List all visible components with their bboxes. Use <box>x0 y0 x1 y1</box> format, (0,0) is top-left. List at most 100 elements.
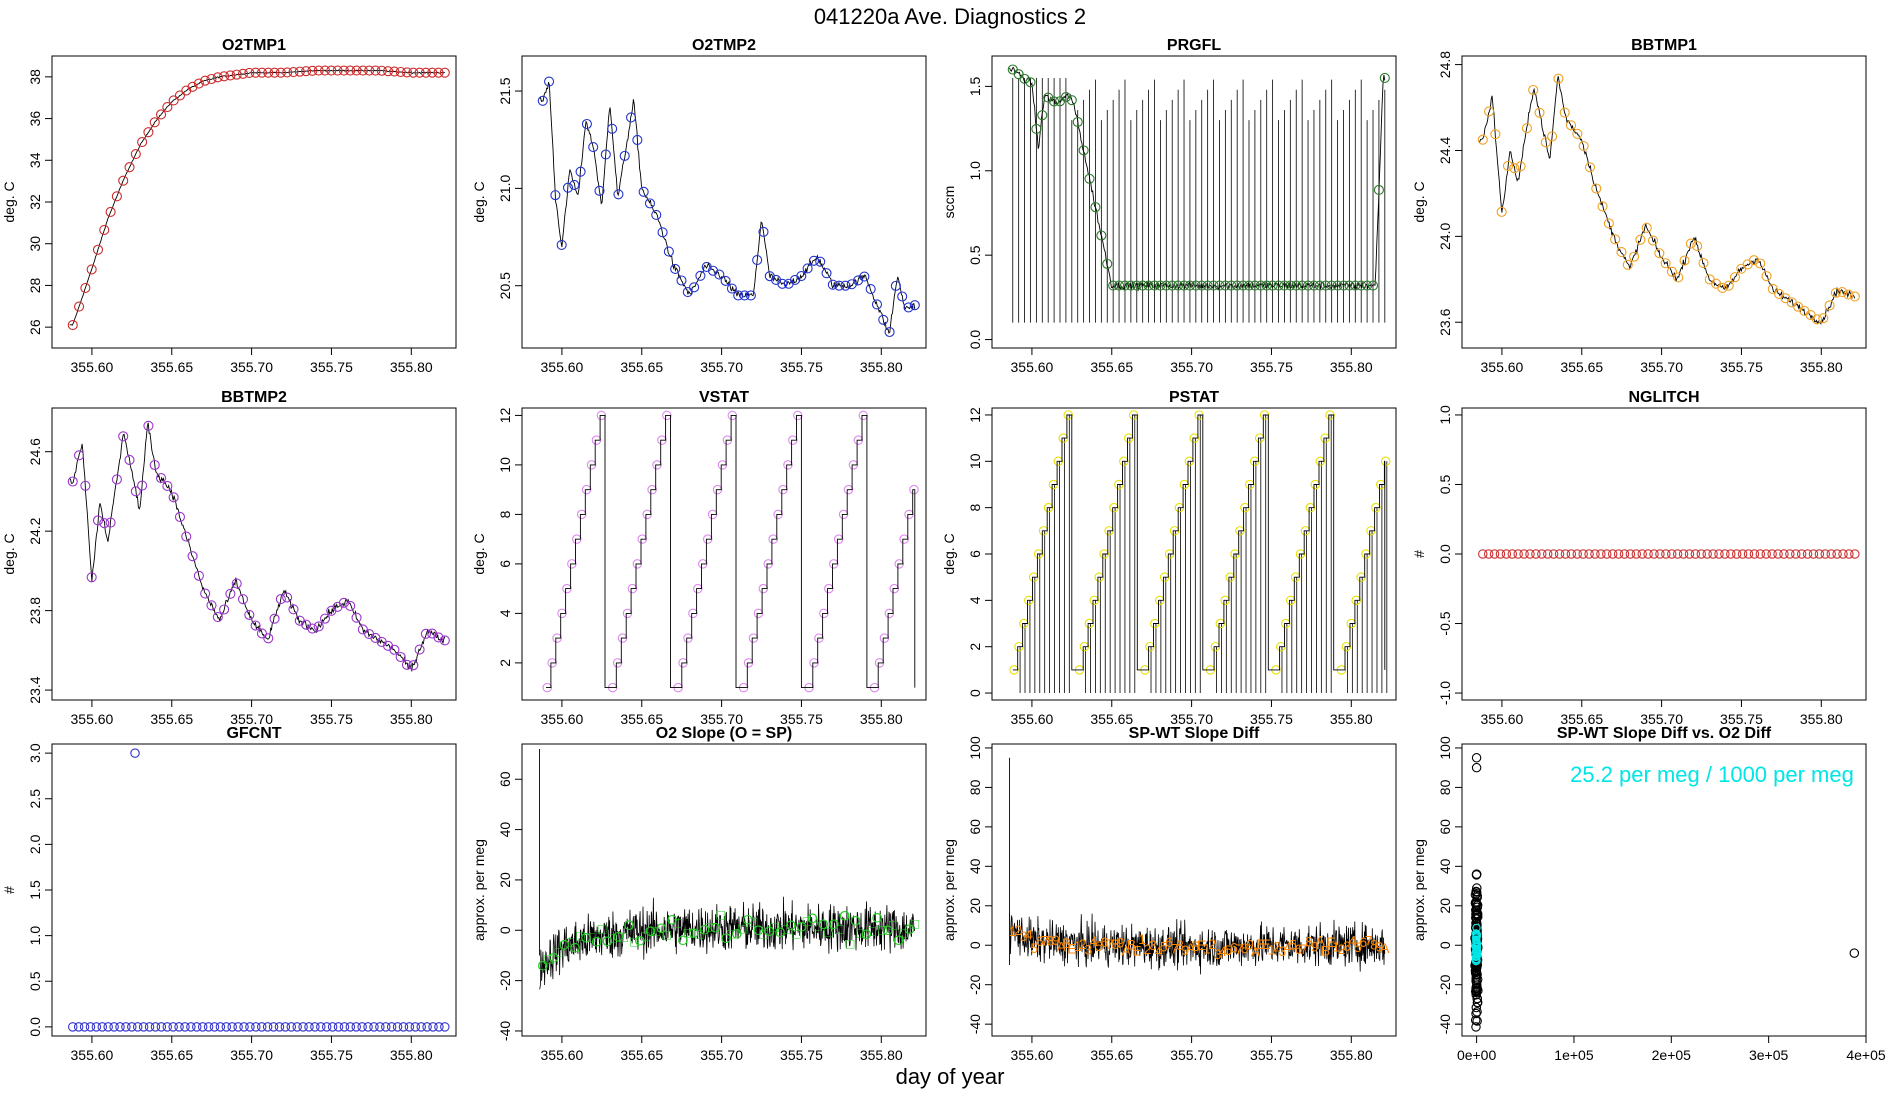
data-point <box>617 633 628 643</box>
data-point <box>909 300 920 311</box>
data-point <box>894 559 904 569</box>
data-point <box>67 476 78 487</box>
data-point <box>219 71 230 82</box>
series-line <box>69 422 446 673</box>
data-point <box>244 67 255 79</box>
data-point <box>408 660 419 671</box>
data-point <box>1726 549 1736 559</box>
data-point <box>1591 183 1602 194</box>
data-point <box>245 1022 255 1032</box>
data-point <box>1137 280 1148 291</box>
data-point <box>720 275 731 286</box>
data-point <box>1767 549 1777 559</box>
marker-label: 6 <box>1165 934 1173 950</box>
data-point <box>652 460 662 470</box>
data-point <box>707 509 718 520</box>
data-point <box>1519 549 1529 559</box>
data-point <box>1072 116 1083 128</box>
data-point <box>237 594 249 605</box>
data-point <box>200 75 211 86</box>
data-point <box>301 66 312 77</box>
data-point <box>313 65 324 76</box>
data-point <box>1078 145 1089 156</box>
data-point <box>1660 258 1671 269</box>
marker-label: O <box>904 921 915 937</box>
marker-label: 3 <box>1084 941 1092 957</box>
data-point <box>268 1022 279 1032</box>
data-point <box>1540 137 1551 148</box>
data-point <box>127 1022 137 1032</box>
x-tick-label: 355.75 <box>780 711 823 727</box>
y-tick-label: 8 <box>967 504 983 512</box>
panel-o2-slope-o-sp-: O2 Slope (O = SP) 355.60 355.65 355.70 355.7… <box>471 725 927 1063</box>
data-point <box>1362 280 1373 291</box>
data-point <box>591 435 602 445</box>
y-tick-label: 24.0 <box>1437 223 1453 250</box>
data-point <box>422 1022 432 1032</box>
marker-label: O <box>828 916 839 932</box>
y-tick-label: 0.0 <box>1437 544 1453 564</box>
data-point <box>1631 549 1642 559</box>
data-point <box>143 420 154 431</box>
series-line <box>1479 76 1856 325</box>
data-point <box>363 1022 373 1032</box>
y-tick-label: 20 <box>497 872 513 888</box>
data-point <box>1761 549 1771 559</box>
data-point <box>676 275 687 286</box>
y-tick-label: 10 <box>497 457 513 473</box>
data-point <box>1597 201 1608 212</box>
marker-label: □ <box>760 925 769 941</box>
status-line <box>546 414 916 689</box>
data-point <box>1063 410 1073 420</box>
data-point <box>1802 549 1813 559</box>
marker-label: O <box>570 939 581 955</box>
data-point <box>1379 72 1390 83</box>
marker-label: O <box>710 920 721 936</box>
data-point <box>1089 595 1100 606</box>
data-point <box>1305 502 1316 513</box>
data-point <box>1350 280 1361 291</box>
data-point <box>404 1022 415 1032</box>
data-point <box>416 1022 426 1032</box>
data-point <box>670 263 681 275</box>
data-point <box>739 290 750 301</box>
x-tick-label: 355.60 <box>541 1047 584 1063</box>
data-point <box>1173 280 1184 291</box>
data-point <box>1496 206 1507 217</box>
data-point <box>871 299 883 310</box>
data-point <box>1483 549 1494 559</box>
marker-label: □ <box>803 913 812 929</box>
data-point <box>778 484 788 495</box>
plot-area <box>537 76 920 338</box>
data-point <box>351 612 362 623</box>
data-point <box>1484 106 1495 117</box>
marker-label: O <box>699 922 710 938</box>
data-point <box>1084 618 1095 629</box>
data-point <box>1326 280 1337 291</box>
marker-label: 4 <box>1219 943 1227 959</box>
y-tick-label: 2 <box>497 659 513 667</box>
data-point <box>1743 549 1754 559</box>
data-point <box>1554 549 1565 559</box>
data-point <box>174 1022 184 1032</box>
data-point <box>1470 905 1481 915</box>
data-point <box>1502 160 1514 172</box>
data-point <box>773 509 783 520</box>
y-tick-label: 40 <box>1437 858 1453 874</box>
data-point <box>544 76 555 87</box>
y-tick-label: 24.8 <box>1437 51 1453 78</box>
data-point <box>351 1022 361 1032</box>
y-tick-label: 0.0 <box>27 1017 43 1037</box>
data-point <box>1315 456 1325 467</box>
data-point <box>86 572 97 583</box>
y-tick-label: 12 <box>497 407 513 423</box>
x-tick-label: 355.65 <box>620 711 663 727</box>
data-point <box>1019 618 1029 629</box>
data-point <box>338 597 349 608</box>
data-point <box>1471 970 1482 980</box>
data-point <box>1471 1008 1481 1019</box>
data-point <box>375 1022 385 1032</box>
x-tick-label: 355.60 <box>1011 359 1054 375</box>
x-tick-label: 355.70 <box>230 1047 273 1063</box>
marker-label: 7 <box>1106 936 1114 952</box>
